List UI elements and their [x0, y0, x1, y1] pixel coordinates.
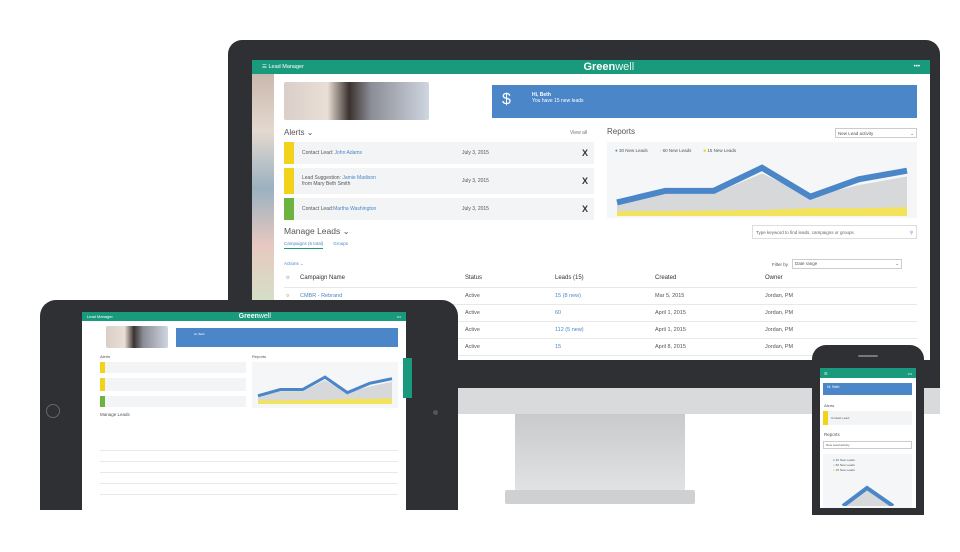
alert-item[interactable]: Contact Lead: John Adams July 3, 2015 X	[284, 142, 594, 164]
filter-select[interactable]: Date range ⌄	[792, 259, 903, 269]
chart-svg	[616, 164, 908, 216]
tablet-header: Lead Manager Greenwell •••	[82, 312, 406, 321]
alert-item[interactable]: Contact Lead:Martha Washington July 3, 2…	[284, 198, 594, 220]
close-icon[interactable]: X	[581, 148, 588, 158]
camera-dot	[433, 410, 438, 415]
app-header: ☰ Lead Manager Greenwell •••	[252, 60, 930, 74]
menu-button[interactable]: ☰ Lead Manager	[262, 64, 304, 70]
chevron-down-icon: ⌄	[910, 131, 914, 136]
alert-tag	[284, 198, 294, 220]
tablet-chart	[257, 375, 393, 404]
brand-logo: Greenwell	[583, 61, 635, 73]
hero-photo	[106, 326, 168, 348]
series-area-2	[617, 207, 907, 216]
close-icon[interactable]: X	[581, 204, 588, 214]
chevron-down-icon: ⌄	[306, 128, 314, 137]
desktop-screen: ☰ Lead Manager Greenwell ••• $ Hi, Beth …	[252, 60, 930, 360]
tab-campaigns[interactable]: Campaigns (5 total)	[284, 241, 324, 249]
tab-groups[interactable]: Groups	[333, 241, 349, 246]
search-icon: ⚲	[909, 230, 913, 235]
report-select[interactable]: New Lead activity ⌄	[835, 128, 917, 138]
series-line-0	[257, 375, 393, 398]
monitor-stand	[515, 414, 685, 494]
tablet-side-tab[interactable]	[403, 358, 412, 398]
background-photo	[252, 74, 274, 360]
report-chart: ● 30 New Leads ▫ 60 New Leads ■ 15 New L…	[607, 142, 917, 218]
monitor-base	[505, 490, 695, 504]
manage-leads-title[interactable]: Manage Leads ⌄	[284, 226, 350, 236]
actions-dropdown[interactable]: Actions ⌄	[284, 261, 304, 266]
alert-item[interactable]: Lead Suggestion: Jamie Madison from Mary …	[284, 168, 594, 194]
phone-screen: ☰ ••• Hi, Beth Alerts Contact Lead: Repor…	[820, 368, 916, 508]
tablet-screen: Lead Manager Greenwell ••• Hi, Beth Aler…	[82, 312, 406, 510]
alerts-title[interactable]: Alerts ⌄	[284, 128, 314, 137]
alert-tag	[284, 168, 294, 194]
tablet-table	[100, 440, 398, 500]
alert-tag	[284, 142, 294, 164]
welcome-banner: $ Hi, Beth You have 15 new leads	[492, 85, 917, 118]
series-area-1	[258, 380, 392, 404]
home-button	[46, 404, 60, 418]
hero-photo	[284, 82, 429, 120]
chart-legend: ● 30 New Leads ▫ 60 New Leads ■ 15 New L…	[615, 148, 737, 153]
reports-title: Reports	[607, 127, 636, 136]
series-line-0	[616, 164, 908, 206]
search-input[interactable]: Type keyword to find leads, campaigns or…	[752, 225, 917, 239]
hamburger-icon: ☰	[262, 64, 267, 70]
welcome-banner: Hi, Beth	[823, 383, 912, 395]
hamburger-icon: ☰	[824, 370, 828, 376]
phone-chart: ● 30 New Leads ● 60 New Leads ● 15 New L…	[823, 454, 912, 508]
filter: Filter by Date range ⌄	[772, 259, 903, 269]
speaker	[858, 355, 878, 357]
view-all-link[interactable]: View all	[570, 130, 588, 136]
more-icon[interactable]: •••	[913, 64, 920, 70]
welcome-banner: Hi, Beth	[176, 328, 398, 347]
chevron-down-icon: ⌄	[342, 226, 350, 236]
tabs: Campaigns (5 total) Groups	[284, 241, 348, 249]
phone-header: ☰ •••	[820, 368, 916, 378]
series-area-2	[258, 398, 392, 404]
series-area-1	[617, 173, 907, 216]
close-icon[interactable]: X	[581, 176, 588, 186]
report-select[interactable]: New Lead activity	[823, 441, 912, 449]
dollar-icon: $	[502, 91, 511, 108]
table-header: ○ Campaign Name Status Leads (15) Created Own…	[284, 270, 917, 288]
